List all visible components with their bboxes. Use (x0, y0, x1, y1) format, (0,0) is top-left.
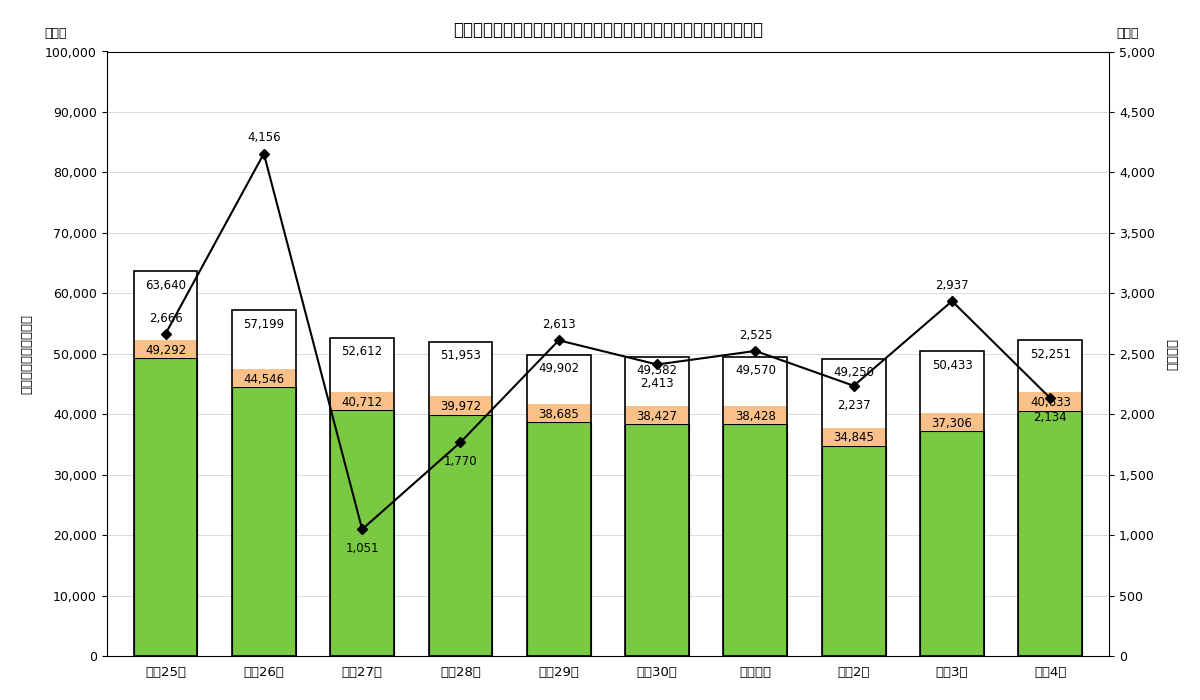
Bar (625, 406, 689, 424)
Y-axis label: 合格者数: 合格者数 (1166, 338, 1180, 370)
Text: 38,427: 38,427 (636, 410, 678, 423)
Text: 49,250: 49,250 (833, 366, 875, 379)
Text: 1,051: 1,051 (346, 542, 379, 555)
Bar (625, 356, 689, 657)
Bar (428, 342, 492, 396)
Bar (920, 351, 984, 657)
Bar (1019, 340, 1082, 393)
Bar (822, 358, 886, 657)
Bar (330, 338, 394, 657)
Bar (232, 310, 295, 657)
Text: 2,237: 2,237 (836, 399, 870, 412)
Bar (232, 310, 295, 369)
Text: 51,953: 51,953 (440, 349, 481, 363)
Text: 50,433: 50,433 (931, 358, 972, 372)
Bar (133, 272, 198, 657)
Text: 2,613: 2,613 (542, 318, 576, 331)
Bar (920, 430, 984, 657)
Bar (428, 396, 492, 414)
Bar (724, 424, 787, 657)
Text: 37,306: 37,306 (931, 416, 972, 430)
Bar (232, 369, 295, 387)
Text: 49,902: 49,902 (539, 362, 580, 375)
Bar (428, 342, 492, 657)
Text: 52,612: 52,612 (342, 345, 383, 358)
Text: 63,640: 63,640 (145, 279, 186, 292)
Bar (625, 356, 689, 406)
Bar (1019, 393, 1082, 411)
Bar (527, 405, 590, 422)
Bar (724, 356, 787, 406)
Text: 44,546: 44,546 (244, 373, 284, 386)
Bar (527, 355, 590, 405)
Text: 40,633: 40,633 (1030, 396, 1070, 410)
Text: 38,428: 38,428 (734, 410, 776, 423)
Bar (920, 412, 984, 430)
Bar (133, 340, 198, 358)
Text: 38,685: 38,685 (539, 408, 580, 421)
Text: 1,770: 1,770 (444, 455, 478, 468)
Text: 39,972: 39,972 (440, 400, 481, 414)
Bar (724, 356, 787, 657)
Bar (920, 351, 984, 412)
Bar (527, 422, 590, 657)
Text: 34,845: 34,845 (833, 431, 874, 444)
Bar (330, 338, 394, 392)
Text: 2,525: 2,525 (739, 329, 772, 342)
Text: 2,666: 2,666 (149, 312, 182, 325)
Text: 49,582: 49,582 (636, 364, 678, 377)
Bar (330, 392, 394, 410)
Title: ［参考］　受験申込者数・受験者数・合格者数の推移（過去１０年）: ［参考］ 受験申込者数・受験者数・合格者数の推移（過去１０年） (452, 21, 763, 38)
Text: 2,413: 2,413 (641, 377, 674, 391)
Text: 49,570: 49,570 (734, 364, 776, 377)
Text: 52,251: 52,251 (1030, 348, 1070, 360)
Bar (822, 428, 886, 446)
Bar (822, 358, 886, 428)
Y-axis label: 受験申込者・受験者数: 受験申込者・受験者数 (20, 314, 34, 394)
Bar (133, 272, 198, 340)
Text: 49,292: 49,292 (145, 344, 186, 357)
Bar (625, 424, 689, 657)
Bar (1019, 340, 1082, 657)
Bar (428, 414, 492, 657)
Bar (1019, 411, 1082, 657)
Bar (330, 410, 394, 657)
Bar (724, 406, 787, 424)
Text: 57,199: 57,199 (244, 318, 284, 330)
Bar (527, 355, 590, 657)
Text: （人）: （人） (44, 27, 66, 41)
Bar (822, 446, 886, 657)
Text: （人）: （人） (1116, 27, 1139, 41)
Bar (232, 387, 295, 657)
Text: 2,937: 2,937 (935, 279, 968, 292)
Text: 40,712: 40,712 (342, 396, 383, 409)
Bar (133, 358, 198, 657)
Text: 4,156: 4,156 (247, 132, 281, 144)
Text: 2,134: 2,134 (1033, 411, 1067, 424)
